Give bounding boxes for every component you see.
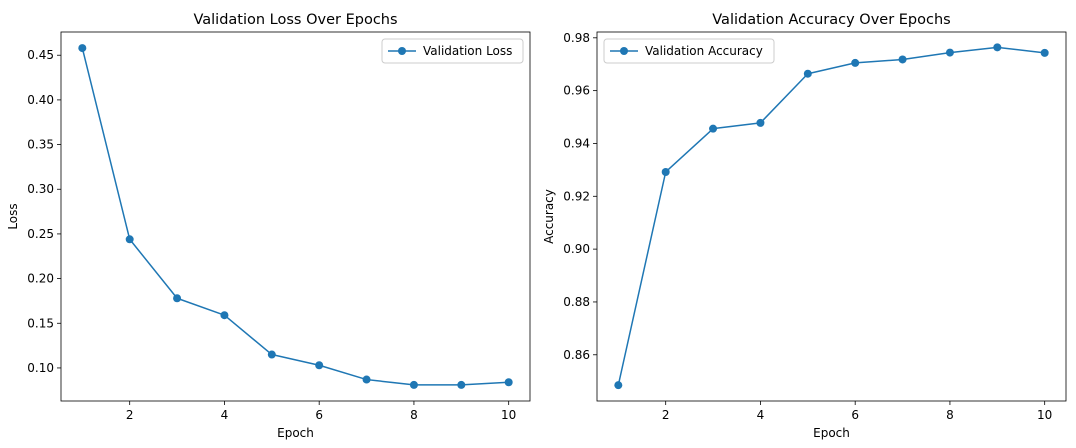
legend-marker [620, 47, 628, 55]
x-axis-label: Epoch [813, 426, 850, 440]
x-tick-label: 2 [662, 408, 670, 422]
y-tick-label: 0.35 [27, 138, 54, 152]
x-tick-label: 2 [126, 408, 134, 422]
data-point [709, 124, 718, 133]
axes-frame [60, 31, 531, 402]
legend-label: Validation Accuracy [645, 44, 763, 58]
y-tick-label: 0.10 [27, 361, 54, 375]
data-point [457, 380, 466, 389]
data-point [409, 380, 418, 389]
y-tick-label: 0.15 [27, 316, 54, 330]
data-point [267, 350, 276, 359]
series-line [617, 46, 1045, 386]
legend: Validation Loss [381, 38, 524, 64]
legend-box [381, 38, 524, 64]
chart-1: Validation Accuracy Over Epochs 2 4 6 8 10 0.8… [542, 12, 1067, 440]
y-tick-label: 0.86 [563, 348, 590, 362]
data-point [125, 235, 134, 244]
y-tick-label: 0.30 [27, 182, 54, 196]
x-tick-label: 8 [410, 408, 418, 422]
y-tick-label: 0.88 [563, 295, 590, 309]
x-tick-label: 6 [851, 408, 859, 422]
x-tick-label: 4 [221, 408, 229, 422]
x-axis-label: Epoch [277, 426, 314, 440]
data-point [220, 311, 229, 320]
data-point [362, 375, 371, 384]
legend-label: Validation Loss [423, 44, 512, 58]
y-tick-label: 0.40 [27, 93, 54, 107]
y-tick-label: 0.92 [563, 189, 590, 203]
y-tick-label: 0.96 [563, 84, 590, 98]
y-tick-label: 0.90 [563, 242, 590, 256]
series-line [81, 47, 509, 386]
y-axis-label: Loss [6, 203, 20, 229]
y-tick-label: 0.98 [563, 31, 590, 45]
axes-frame [596, 31, 1067, 402]
y-tick-label: 0.94 [563, 136, 590, 150]
data-point [945, 48, 954, 57]
y-axis-label: Accuracy [542, 189, 556, 244]
data-point [614, 381, 623, 390]
chart-title: Validation Loss Over Epochs [193, 12, 397, 28]
chart-title: Validation Accuracy Over Epochs [712, 12, 950, 28]
x-tick-label: 10 [1037, 408, 1052, 422]
chart-0: Validation Loss Over Epochs 2 4 6 8 10 0.10 0.1… [6, 12, 531, 440]
x-tick-label: 8 [946, 408, 954, 422]
data-point [661, 167, 670, 176]
legend: Validation Accuracy [603, 38, 775, 64]
y-tick-label: 0.45 [27, 48, 54, 62]
data-point [1040, 48, 1049, 57]
data-point [756, 118, 765, 127]
y-tick-label: 0.20 [27, 272, 54, 286]
legend-box [603, 38, 775, 64]
y-tick-label: 0.25 [27, 227, 54, 241]
data-point [315, 361, 324, 370]
data-point [504, 378, 513, 387]
x-tick-label: 4 [757, 408, 765, 422]
data-point [173, 294, 182, 303]
data-point [851, 58, 860, 67]
x-tick-label: 10 [501, 408, 516, 422]
x-tick-label: 6 [315, 408, 323, 422]
data-point [78, 44, 87, 53]
data-point [993, 43, 1002, 52]
data-point [803, 69, 812, 78]
legend-marker [398, 47, 406, 55]
data-point [898, 55, 907, 64]
